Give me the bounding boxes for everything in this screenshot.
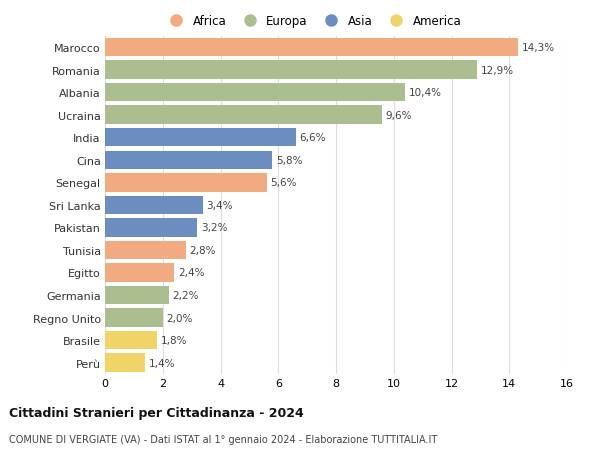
Bar [105, 263, 175, 282]
Bar [105, 39, 518, 57]
Text: 1,8%: 1,8% [160, 336, 187, 345]
Legend: Africa, Europa, Asia, America: Africa, Europa, Asia, America [160, 11, 466, 33]
Bar [105, 129, 296, 147]
Text: 14,3%: 14,3% [521, 43, 554, 53]
Bar [105, 151, 272, 170]
Bar [105, 196, 203, 215]
Text: 10,4%: 10,4% [409, 88, 442, 98]
Text: Cittadini Stranieri per Cittadinanza - 2024: Cittadini Stranieri per Cittadinanza - 2… [9, 406, 304, 419]
Text: 5,8%: 5,8% [276, 156, 302, 165]
Bar [105, 308, 163, 327]
Text: COMUNE DI VERGIATE (VA) - Dati ISTAT al 1° gennaio 2024 - Elaborazione TUTTITALI: COMUNE DI VERGIATE (VA) - Dati ISTAT al … [9, 434, 437, 444]
Text: 2,2%: 2,2% [172, 291, 199, 300]
Text: 3,2%: 3,2% [201, 223, 227, 233]
Text: 1,4%: 1,4% [149, 358, 175, 368]
Bar [105, 353, 145, 372]
Bar [105, 61, 478, 80]
Text: 2,4%: 2,4% [178, 268, 204, 278]
Text: 6,6%: 6,6% [299, 133, 326, 143]
Text: 2,8%: 2,8% [190, 246, 216, 255]
Bar [105, 174, 266, 192]
Bar [105, 241, 186, 260]
Bar [105, 331, 157, 350]
Bar [105, 106, 382, 125]
Text: 5,6%: 5,6% [270, 178, 296, 188]
Bar [105, 218, 197, 237]
Text: 2,0%: 2,0% [166, 313, 193, 323]
Bar [105, 286, 169, 305]
Text: 9,6%: 9,6% [386, 111, 412, 120]
Text: 12,9%: 12,9% [481, 66, 514, 75]
Bar [105, 84, 406, 102]
Text: 3,4%: 3,4% [206, 201, 233, 210]
